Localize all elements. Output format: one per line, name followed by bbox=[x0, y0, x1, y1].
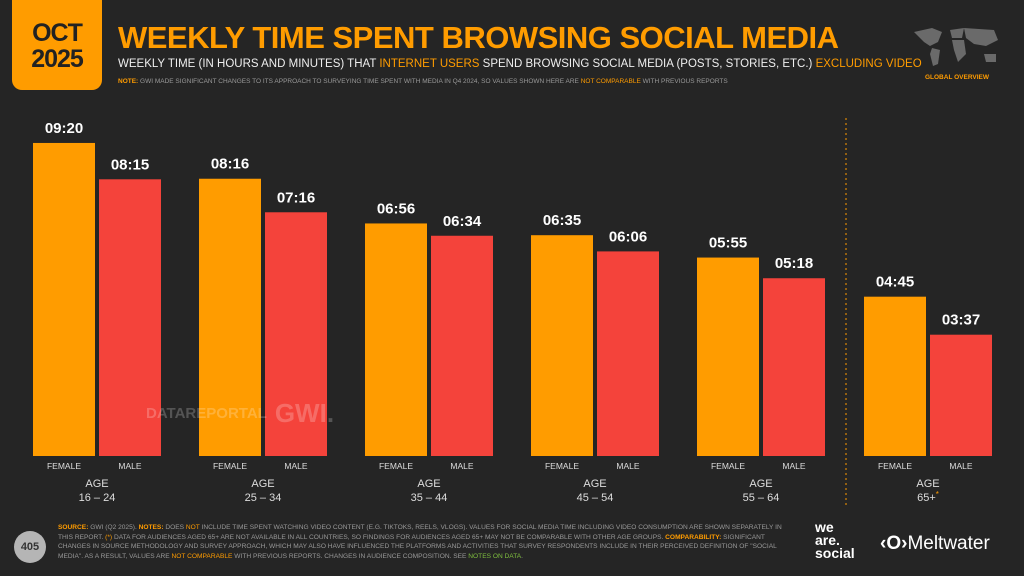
data-label: 05:55 bbox=[709, 235, 747, 252]
region-label: GLOBAL OVERVIEW bbox=[924, 74, 990, 81]
subtitle-text: WEEKLY TIME (IN HOURS AND MINUTES) THAT bbox=[118, 58, 380, 70]
notes-text: DATA FOR AUDIENCES AGED 65+ ARE NOT AVAI… bbox=[112, 533, 666, 541]
note-text: GWI MADE SIGNIFICANT CHANGES TO ITS APPR… bbox=[138, 78, 581, 85]
series-label: MALE bbox=[450, 461, 473, 471]
source-label: SOURCE: bbox=[58, 524, 89, 531]
age-label: AGE bbox=[916, 478, 939, 490]
age-label: AGE bbox=[85, 478, 108, 490]
female-bar bbox=[697, 257, 759, 456]
male-bar bbox=[99, 179, 161, 457]
notes-highlight: NOT bbox=[185, 524, 200, 531]
notes-highlight: NOT COMPARABLE bbox=[171, 552, 233, 560]
data-label: 06:56 bbox=[377, 200, 415, 217]
data-label: 08:15 bbox=[111, 156, 149, 173]
data-label: 08:16 bbox=[211, 156, 249, 173]
series-label: FEMALE bbox=[213, 461, 247, 471]
data-label: 05:18 bbox=[775, 255, 813, 272]
note-highlight: NOT COMPARABLE bbox=[580, 78, 641, 85]
series-label: MALE bbox=[284, 461, 307, 471]
note: NOTE: GWI MADE SIGNIFICANT CHANGES TO IT… bbox=[118, 78, 728, 85]
series-label: MALE bbox=[949, 461, 972, 471]
comparability-label: COMPARABILITY: bbox=[665, 533, 722, 541]
notes-text: WITH PREVIOUS REPORTS. CHANGES IN AUDIEN… bbox=[232, 552, 469, 560]
male-bar bbox=[597, 251, 659, 456]
age-label: AGE bbox=[417, 478, 440, 490]
age-label: AGE bbox=[583, 478, 606, 490]
series-label: MALE bbox=[616, 461, 639, 471]
notes-label: NOTES: bbox=[138, 524, 164, 531]
page-number: 405 bbox=[14, 531, 46, 563]
series-label: FEMALE bbox=[379, 461, 413, 471]
notes-text: . bbox=[521, 552, 523, 560]
date-month: OCT bbox=[32, 19, 83, 47]
meltwater-logo: ‹O›Meltwater bbox=[880, 533, 990, 554]
age-label: AGE bbox=[749, 478, 772, 490]
footer-notes: SOURCE: GWI (Q2 2025). NOTES: DOES NOT I… bbox=[58, 523, 798, 561]
notes-on-data-link[interactable]: NOTES ON DATA bbox=[468, 552, 522, 560]
source-text: GWI (Q2 2025). bbox=[88, 524, 139, 531]
series-label: FEMALE bbox=[878, 461, 912, 471]
subtitle: WEEKLY TIME (IN HOURS AND MINUTES) THAT … bbox=[118, 58, 922, 70]
world-map-icon bbox=[914, 28, 998, 66]
age-range-label: 35 – 44 bbox=[411, 492, 448, 504]
male-bar bbox=[763, 278, 825, 456]
data-label: 06:35 bbox=[543, 212, 581, 229]
date-badge: OCT 2025 bbox=[12, 0, 102, 90]
age-range-label: 25 – 34 bbox=[245, 492, 282, 504]
notes-text: DOES bbox=[163, 524, 186, 531]
series-label: FEMALE bbox=[711, 461, 745, 471]
data-label: 09:20 bbox=[45, 120, 83, 137]
series-label: FEMALE bbox=[545, 461, 579, 471]
data-label: 04:45 bbox=[876, 274, 914, 291]
male-bar bbox=[431, 235, 493, 456]
note-label: NOTE: bbox=[118, 78, 139, 85]
note-text: WITH PREVIOUS REPORTS bbox=[640, 78, 728, 85]
age-range-label: 45 – 54 bbox=[577, 492, 614, 504]
female-bar bbox=[864, 296, 926, 456]
series-label: MALE bbox=[782, 461, 805, 471]
male-bar bbox=[930, 334, 992, 456]
data-label: 03:37 bbox=[942, 312, 980, 329]
subtitle-highlight: EXCLUDING VIDEO bbox=[815, 58, 922, 70]
female-bar bbox=[531, 235, 593, 456]
data-label: 06:06 bbox=[609, 228, 647, 245]
we-are-social-logo: we are. social bbox=[815, 519, 855, 561]
age-range-label: 16 – 24 bbox=[79, 492, 116, 504]
male-bar bbox=[265, 212, 327, 456]
female-bar bbox=[365, 223, 427, 456]
notes-highlight: (*) bbox=[105, 533, 113, 541]
age-range-label: 55 – 64 bbox=[743, 492, 780, 504]
bar-chart: 09:20 FEMALE 08:15 MALE AGE 16 – 24 08:16 FEMAL… bbox=[33, 118, 992, 505]
subtitle-text: SPEND BROWSING SOCIAL MEDIA (POSTS, STOR… bbox=[479, 58, 816, 70]
female-bar bbox=[33, 142, 95, 456]
subtitle-highlight: INTERNET USERS bbox=[379, 58, 480, 70]
notes-text: SIGNIFICANT CHANGES IN SOURCE METHODOLOG… bbox=[58, 533, 777, 560]
data-label: 07:16 bbox=[277, 189, 315, 206]
meltwater-text: Meltwater bbox=[907, 533, 990, 554]
date-year: 2025 bbox=[31, 45, 84, 73]
series-label: MALE bbox=[118, 461, 141, 471]
age-label: AGE bbox=[251, 478, 274, 490]
age-range-label: 65+* bbox=[917, 490, 939, 504]
notes-text: INCLUDE TIME SPENT WATCHING VIDEO CONTEN… bbox=[58, 524, 782, 541]
data-label: 06:34 bbox=[443, 213, 482, 230]
page-title: WEEKLY TIME SPENT BROWSING SOCIAL MEDIA bbox=[118, 20, 839, 55]
series-label: FEMALE bbox=[47, 461, 81, 471]
female-bar bbox=[199, 178, 261, 456]
